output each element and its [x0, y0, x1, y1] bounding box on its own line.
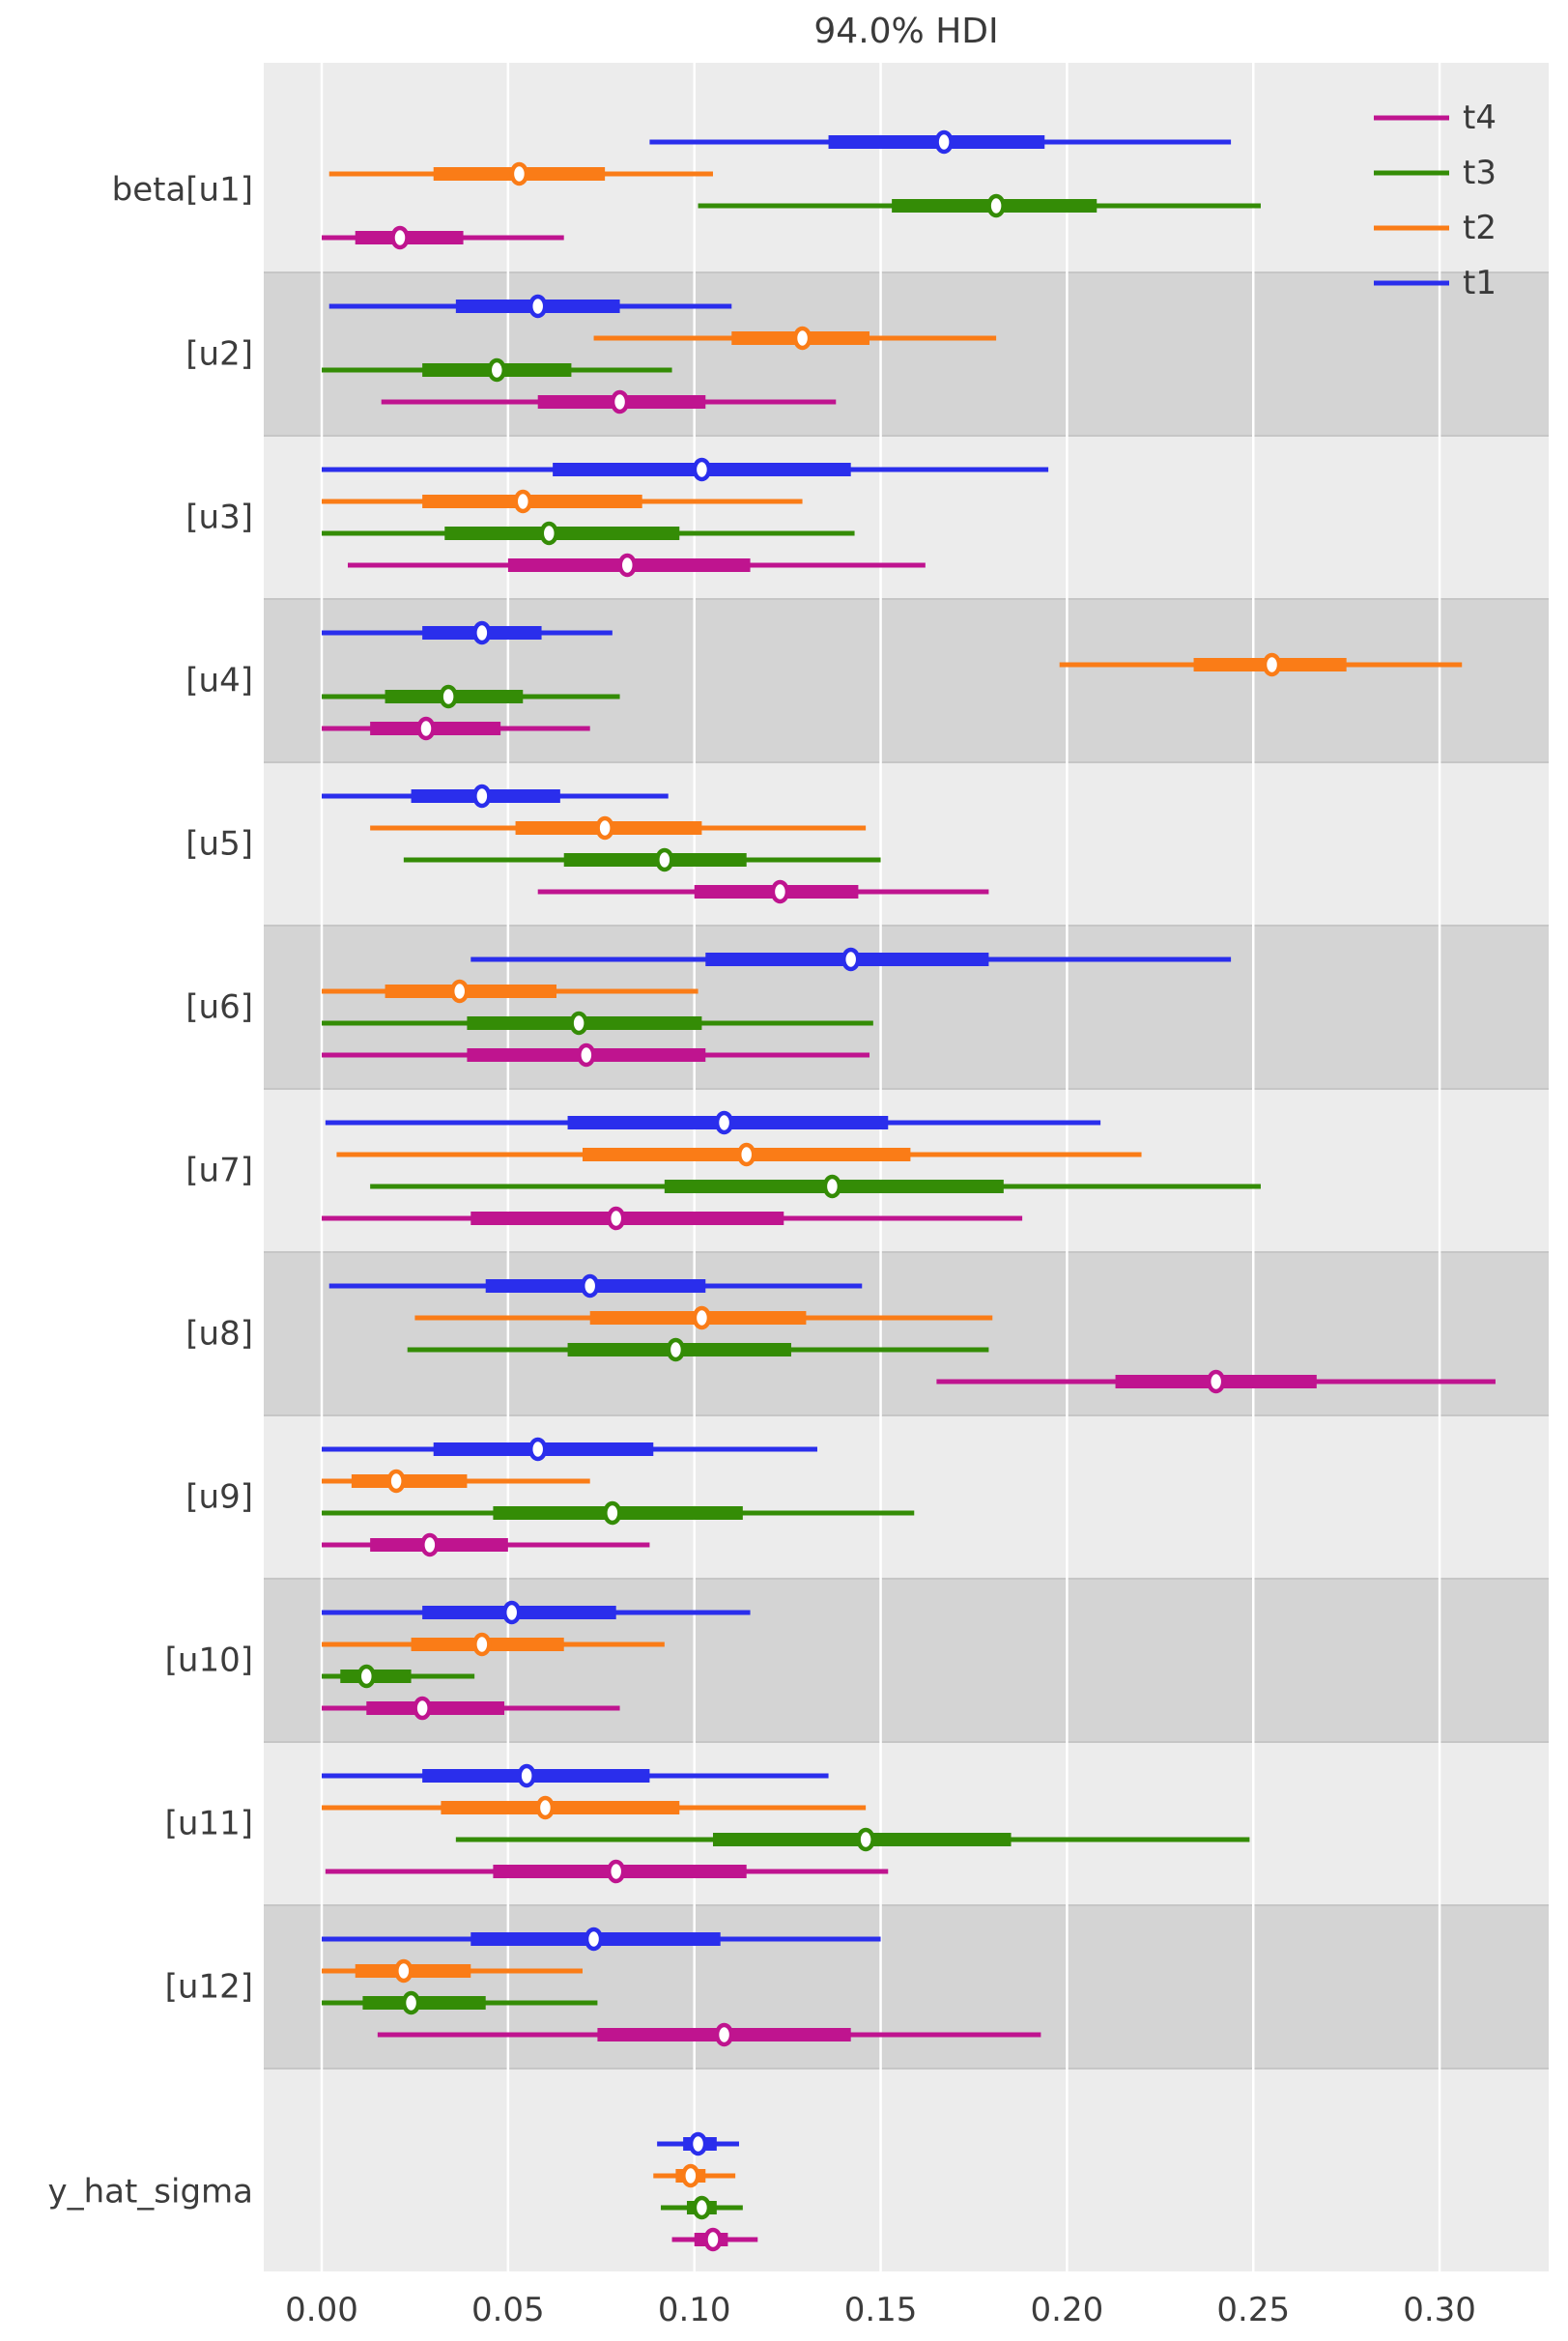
group-band-[u4]: [264, 599, 1549, 762]
median-marker-[u2]-t2: [792, 326, 813, 351]
x-tick-label-0.15: 0.15: [844, 2291, 918, 2329]
x-tick-label-0.05: 0.05: [471, 2291, 545, 2329]
median-marker-[u5]-t4: [770, 879, 790, 904]
median-marker-[u11]-t1: [517, 1763, 536, 1788]
chart-title: 94.0% HDI: [813, 12, 998, 51]
legend-label-t1: t1: [1463, 264, 1497, 302]
median-marker-[u6]-t3: [569, 1011, 588, 1036]
legend-label-t4: t4: [1463, 99, 1497, 137]
x-tick-label-0.10: 0.10: [658, 2291, 731, 2329]
median-marker-[u11]-t2: [535, 1795, 556, 1820]
y-axis-label-[u3]: [u3]: [185, 499, 253, 537]
median-marker-[u2]-t3: [487, 357, 507, 383]
median-marker-[u6]-t4: [577, 1042, 596, 1068]
median-marker-[u9]-t3: [603, 1500, 622, 1526]
median-marker-[u5]-t2: [595, 815, 614, 841]
median-marker-[u7]-t1: [714, 1110, 734, 1135]
group-band-[u2]: [264, 272, 1549, 436]
median-marker-[u4]-t4: [416, 716, 436, 741]
median-marker-[u9]-t2: [386, 1469, 406, 1494]
median-marker-[u10]-t3: [356, 1664, 377, 1689]
median-marker-[u10]-t4: [413, 1696, 432, 1721]
group-band-[u10]: [264, 1579, 1549, 1742]
median-marker-[u8]-t2: [692, 1305, 712, 1330]
median-marker-beta[u1]-t3: [986, 193, 1006, 218]
y-axis-label-[u5]: [u5]: [185, 825, 253, 864]
group-band-[u5]: [264, 762, 1549, 926]
y-axis-label-[u11]: [u11]: [165, 1805, 253, 1843]
median-marker-[u5]-t3: [655, 847, 674, 872]
y-axis-label-[u4]: [u4]: [185, 662, 253, 700]
median-marker-[u8]-t1: [580, 1273, 600, 1299]
median-marker-[u4]-t2: [1262, 652, 1282, 677]
y-axis-label-[u7]: [u7]: [185, 1152, 253, 1190]
y-axis-label-[u10]: [u10]: [165, 1642, 253, 1680]
group-band-[u9]: [264, 1415, 1549, 1579]
median-marker-[u3]-t3: [539, 521, 559, 546]
median-marker-[u2]-t1: [527, 294, 548, 319]
median-marker-y_hat_sigma-t1: [688, 2131, 708, 2156]
median-marker-[u10]-t1: [501, 1600, 522, 1625]
y-axis-label-[u9]: [u9]: [185, 1478, 253, 1517]
median-marker-[u12]-t3: [401, 1990, 421, 2015]
median-marker-beta[u1]-t2: [509, 161, 529, 186]
median-marker-[u3]-t4: [617, 553, 638, 578]
group-band-[u6]: [264, 926, 1549, 1089]
median-marker-[u8]-t4: [1206, 1369, 1226, 1394]
median-marker-[u11]-t3: [856, 1827, 875, 1852]
median-marker-y_hat_sigma-t3: [692, 2195, 712, 2220]
median-marker-[u4]-t3: [439, 684, 458, 709]
median-marker-[u2]-t4: [610, 389, 630, 414]
median-marker-y_hat_sigma-t2: [681, 2163, 700, 2188]
median-marker-[u9]-t4: [420, 1532, 440, 1557]
median-marker-[u5]-t1: [472, 784, 492, 809]
y-axis-label-[u2]: [u2]: [185, 335, 253, 374]
x-tick-label-0.00: 0.00: [285, 2291, 358, 2329]
median-marker-[u8]-t3: [666, 1337, 686, 1362]
median-marker-[u9]-t1: [527, 1437, 548, 1462]
y-axis-label-beta[u1]: beta[u1]: [112, 171, 253, 210]
median-marker-[u7]-t3: [822, 1174, 842, 1199]
median-marker-[u11]-t4: [606, 1859, 626, 1884]
x-tick-label-0.30: 0.30: [1403, 2291, 1476, 2329]
y-axis-label-y_hat_sigma: y_hat_sigma: [47, 2173, 253, 2212]
median-marker-[u10]-t2: [472, 1632, 492, 1657]
x-tick-label-0.25: 0.25: [1216, 2291, 1290, 2329]
median-marker-[u6]-t1: [841, 947, 861, 972]
legend-label-t2: t2: [1463, 209, 1497, 247]
group-band-[u3]: [264, 436, 1549, 599]
group-band-[u11]: [264, 1742, 1549, 1905]
group-band-[u12]: [264, 1905, 1549, 2069]
median-marker-beta[u1]-t1: [934, 129, 954, 155]
legend-label-t3: t3: [1463, 154, 1497, 192]
median-marker-y_hat_sigma-t4: [703, 2227, 723, 2252]
x-tick-label-0.20: 0.20: [1031, 2291, 1104, 2329]
group-band-[u8]: [264, 1252, 1549, 1415]
median-marker-[u3]-t1: [692, 457, 712, 482]
median-marker-beta[u1]-t4: [390, 225, 410, 250]
median-marker-[u12]-t4: [714, 2022, 734, 2047]
median-marker-[u12]-t1: [584, 1927, 604, 1952]
group-band-y_hat_sigma: [264, 2069, 1549, 2271]
median-marker-[u7]-t2: [736, 1142, 756, 1167]
median-marker-[u7]-t4: [606, 1206, 626, 1231]
median-marker-[u4]-t1: [472, 620, 492, 645]
median-marker-[u6]-t2: [449, 979, 470, 1004]
y-axis-label-[u8]: [u8]: [185, 1315, 253, 1354]
median-marker-[u12]-t2: [394, 1958, 413, 1984]
median-marker-[u3]-t2: [513, 489, 533, 514]
y-axis-label-[u6]: [u6]: [185, 988, 253, 1027]
y-axis-label-[u12]: [u12]: [165, 1968, 253, 2007]
group-band-[u7]: [264, 1089, 1549, 1252]
